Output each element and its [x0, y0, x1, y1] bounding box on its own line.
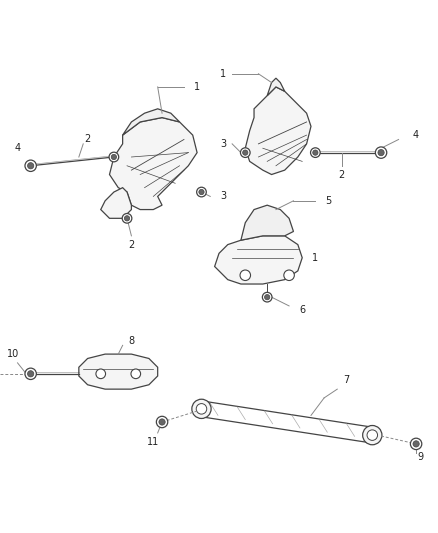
Circle shape: [313, 150, 318, 155]
Polygon shape: [110, 118, 197, 209]
Text: 11: 11: [147, 437, 159, 447]
Text: 2: 2: [128, 240, 134, 249]
Circle shape: [159, 419, 165, 425]
Circle shape: [96, 369, 106, 378]
Text: 8: 8: [128, 336, 134, 346]
Polygon shape: [215, 236, 302, 284]
Text: 7: 7: [343, 375, 349, 385]
Polygon shape: [123, 109, 180, 135]
Polygon shape: [101, 188, 131, 219]
Circle shape: [28, 163, 34, 169]
Text: 10: 10: [7, 349, 19, 359]
Polygon shape: [241, 205, 293, 240]
Circle shape: [111, 155, 117, 160]
Text: 9: 9: [417, 452, 424, 462]
Circle shape: [410, 438, 422, 449]
Circle shape: [265, 295, 270, 300]
Text: 4: 4: [413, 130, 419, 140]
Circle shape: [197, 187, 206, 197]
Circle shape: [122, 214, 132, 223]
Text: 2: 2: [85, 134, 91, 144]
Circle shape: [363, 425, 382, 445]
Circle shape: [124, 216, 130, 221]
Circle shape: [28, 370, 34, 377]
Circle shape: [375, 147, 387, 158]
Text: 1: 1: [220, 69, 226, 79]
Circle shape: [378, 149, 384, 156]
Text: 1: 1: [194, 82, 200, 92]
Circle shape: [311, 148, 320, 157]
Circle shape: [240, 270, 251, 280]
Polygon shape: [267, 78, 285, 96]
Circle shape: [240, 148, 250, 157]
Text: 2: 2: [339, 169, 345, 180]
Polygon shape: [79, 354, 158, 389]
Text: 3: 3: [220, 191, 226, 201]
Circle shape: [367, 430, 378, 440]
Circle shape: [262, 292, 272, 302]
Text: 1: 1: [312, 253, 318, 263]
Text: 4: 4: [14, 143, 21, 154]
Text: 5: 5: [325, 196, 332, 206]
Circle shape: [25, 160, 36, 172]
Circle shape: [192, 399, 211, 418]
Circle shape: [196, 403, 207, 414]
Text: 3: 3: [220, 139, 226, 149]
Circle shape: [156, 416, 168, 427]
Circle shape: [243, 150, 248, 155]
Circle shape: [284, 270, 294, 280]
Circle shape: [131, 369, 141, 378]
Text: 6: 6: [299, 305, 305, 316]
Circle shape: [25, 368, 36, 379]
Polygon shape: [245, 87, 311, 174]
Circle shape: [199, 189, 204, 195]
Circle shape: [413, 441, 419, 447]
Circle shape: [109, 152, 119, 162]
